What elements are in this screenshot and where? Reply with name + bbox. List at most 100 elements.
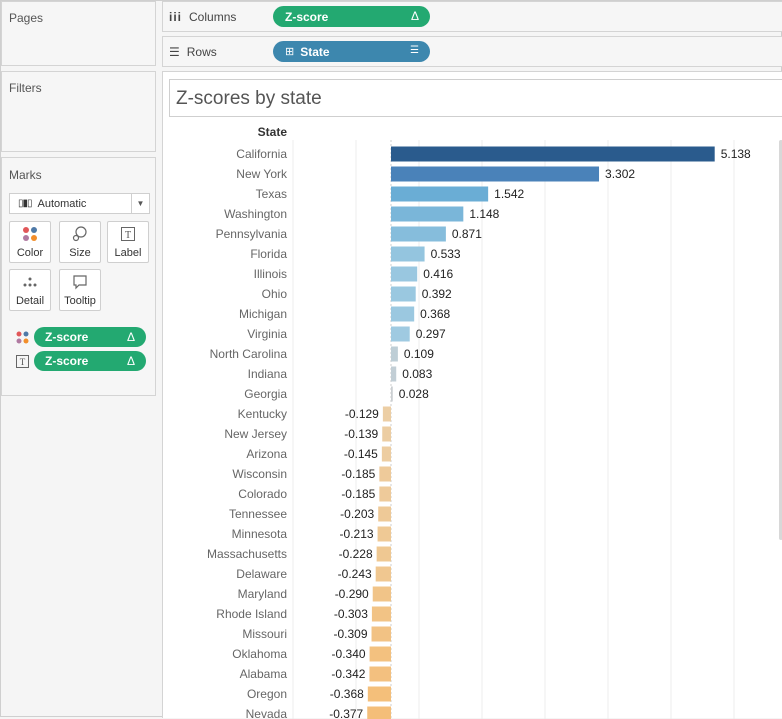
bar[interactable]	[391, 227, 446, 242]
columns-icon: iii	[169, 10, 182, 24]
mark-type-dropdown[interactable]: ▯▮▯ Automatic ▼	[9, 193, 150, 214]
delta-icon: Δ	[411, 9, 419, 23]
bar[interactable]	[391, 387, 393, 402]
data-label: -0.342	[331, 667, 365, 681]
data-label: 3.302	[605, 167, 635, 181]
tooltip-label: Tooltip	[60, 295, 100, 307]
data-label: -0.290	[335, 587, 369, 601]
bar[interactable]	[369, 667, 391, 682]
bar[interactable]	[391, 207, 463, 222]
category-label: Pennsylvania	[216, 227, 288, 241]
data-label: 0.392	[422, 287, 452, 301]
bar[interactable]	[382, 447, 391, 462]
data-label: -0.303	[334, 607, 368, 621]
detail-button[interactable]: Detail	[9, 269, 51, 311]
data-label: -0.243	[338, 567, 372, 581]
bar[interactable]	[379, 467, 391, 482]
color-pill-text: Z-score	[45, 330, 88, 344]
category-label: Oklahoma	[232, 647, 287, 661]
bar[interactable]	[372, 607, 391, 622]
bar[interactable]	[373, 587, 391, 602]
data-label: -0.340	[332, 647, 366, 661]
text-label-icon: T	[108, 226, 148, 246]
rows-state-pill[interactable]: ⊞ State ☰	[273, 41, 430, 62]
bar[interactable]	[382, 427, 391, 442]
size-icon	[60, 226, 100, 246]
filters-title: Filters	[9, 81, 42, 95]
category-label: Washington	[224, 207, 287, 221]
category-label: Illinois	[254, 267, 287, 281]
label-zscore-pill[interactable]: Z-score Δ	[34, 351, 146, 371]
bar[interactable]	[367, 707, 391, 719]
filters-card[interactable]: Filters	[1, 71, 156, 152]
category-label: Florida	[250, 247, 287, 261]
chevron-down-icon[interactable]: ▼	[131, 194, 149, 213]
bar[interactable]	[391, 287, 416, 302]
bar[interactable]	[378, 507, 391, 522]
data-label: -0.213	[340, 527, 374, 541]
bar[interactable]	[391, 167, 599, 182]
rows-icon: ☰	[169, 45, 180, 59]
bar[interactable]	[376, 567, 391, 582]
bar[interactable]	[383, 407, 391, 422]
data-label: 0.416	[423, 267, 453, 281]
label-pill-text: Z-score	[45, 354, 88, 368]
bar[interactable]	[391, 347, 398, 362]
columns-shelf[interactable]: iii Columns Z-score Δ	[162, 1, 782, 32]
data-label: 0.028	[399, 387, 429, 401]
marks-card: Marks ▯▮▯ Automatic ▼ Color Size T Label	[1, 157, 156, 396]
category-label: Massachusetts	[207, 547, 287, 561]
category-label: New York	[236, 167, 288, 181]
data-label: -0.185	[341, 487, 375, 501]
speech-bubble-icon	[60, 274, 100, 294]
rows-shelf[interactable]: ☰ Rows ⊞ State ☰	[162, 36, 782, 67]
tooltip-button[interactable]: Tooltip	[59, 269, 101, 311]
color-field-row: Z-score Δ	[16, 327, 148, 347]
bar[interactable]	[391, 367, 396, 382]
bar[interactable]	[391, 187, 488, 202]
data-label: 0.368	[420, 307, 450, 321]
category-label: Rhode Island	[216, 607, 287, 621]
color-zscore-pill[interactable]: Z-score Δ	[34, 327, 146, 347]
data-label: -0.377	[329, 707, 363, 719]
category-label: Alabama	[240, 667, 288, 681]
label-field-row: T Z-score Δ	[16, 351, 148, 371]
bar[interactable]	[370, 647, 391, 662]
data-label: 1.148	[469, 207, 499, 221]
bar[interactable]	[368, 687, 391, 702]
category-label: Texas	[256, 187, 287, 201]
rows-pill-text: State	[300, 45, 329, 59]
detail-label: Detail	[10, 295, 50, 307]
bar[interactable]	[378, 527, 391, 542]
bar[interactable]	[391, 147, 715, 162]
bar[interactable]	[391, 247, 425, 262]
bar[interactable]	[391, 307, 414, 322]
bar[interactable]	[372, 627, 391, 642]
size-label: Size	[60, 247, 100, 259]
category-label: Ohio	[262, 287, 288, 301]
text-label-icon: T	[16, 355, 29, 368]
delta-icon: Δ	[127, 330, 135, 344]
data-label: 1.542	[494, 187, 524, 201]
category-label: Arizona	[246, 447, 287, 461]
category-label: North Carolina	[210, 347, 288, 361]
bar[interactable]	[391, 327, 410, 342]
color-palette-icon	[10, 226, 50, 246]
bar[interactable]	[391, 267, 417, 282]
bar[interactable]	[379, 487, 391, 502]
bar[interactable]	[377, 547, 391, 562]
sort-descending-icon: ☰	[410, 45, 419, 56]
label-button[interactable]: T Label	[107, 221, 149, 263]
color-button[interactable]: Color	[9, 221, 51, 263]
category-label: Georgia	[244, 387, 287, 401]
columns-label-text: Columns	[189, 10, 236, 24]
columns-zscore-pill[interactable]: Z-score Δ	[273, 6, 430, 27]
category-label: New Jersey	[224, 427, 287, 441]
rows-label: ☰ Rows	[169, 45, 217, 59]
pages-card[interactable]: Pages	[1, 1, 156, 66]
size-button[interactable]: Size	[59, 221, 101, 263]
category-label: Nevada	[246, 707, 288, 719]
data-label: -0.309	[334, 627, 368, 641]
